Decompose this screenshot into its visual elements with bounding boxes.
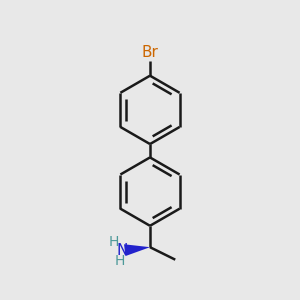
Polygon shape: [124, 244, 150, 256]
Text: N: N: [117, 243, 128, 258]
Text: H: H: [115, 254, 125, 268]
Text: Br: Br: [142, 45, 158, 60]
Text: H: H: [108, 235, 118, 249]
